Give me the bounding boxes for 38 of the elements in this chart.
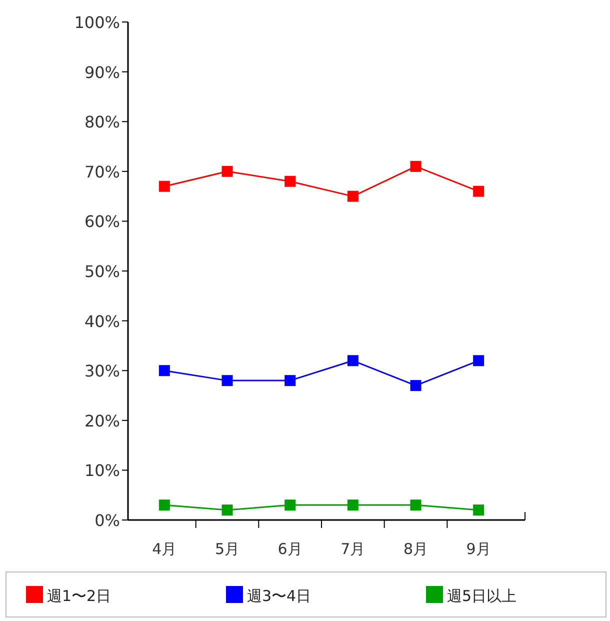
point	[284, 176, 296, 187]
y-tick-label: 0%	[94, 511, 120, 530]
y-tick-label: 60%	[84, 212, 120, 232]
point	[347, 500, 358, 511]
y-tick-label: 90%	[84, 62, 120, 82]
point	[284, 375, 296, 386]
point	[158, 500, 170, 511]
point	[222, 375, 233, 386]
point	[410, 500, 422, 511]
y-tick-label: 30%	[84, 362, 120, 381]
y-tick-label: 80%	[84, 112, 120, 132]
y-tick-label: 40%	[84, 312, 120, 331]
y-tick-label: 50%	[84, 262, 120, 281]
point	[473, 504, 484, 516]
point	[347, 355, 358, 366]
point	[473, 355, 484, 366]
point	[473, 186, 484, 197]
point	[347, 190, 358, 202]
point	[222, 504, 233, 516]
y-tick-label: 10%	[84, 461, 120, 480]
point	[284, 500, 296, 511]
x-tick-label: 8月	[403, 540, 428, 558]
x-tick-label: 4月	[152, 540, 177, 558]
point	[222, 166, 233, 177]
point	[410, 160, 422, 172]
x-tick-label: 7月	[340, 540, 366, 558]
x-tick-label: 9月	[466, 540, 491, 558]
point	[410, 380, 422, 392]
legend-label: 週5日以上	[447, 587, 517, 605]
y-tick-label: 20%	[84, 411, 120, 430]
point	[158, 180, 170, 192]
y-tick-label: 100%	[74, 13, 120, 32]
x-tick-label: 5月	[214, 540, 240, 558]
legend-label: 週1〜2日	[47, 587, 112, 605]
x-tick-label: 6月	[278, 540, 302, 558]
y-tick-label: 70%	[84, 162, 120, 182]
legend-label: 週3〜4日	[247, 587, 312, 605]
point	[158, 365, 170, 376]
